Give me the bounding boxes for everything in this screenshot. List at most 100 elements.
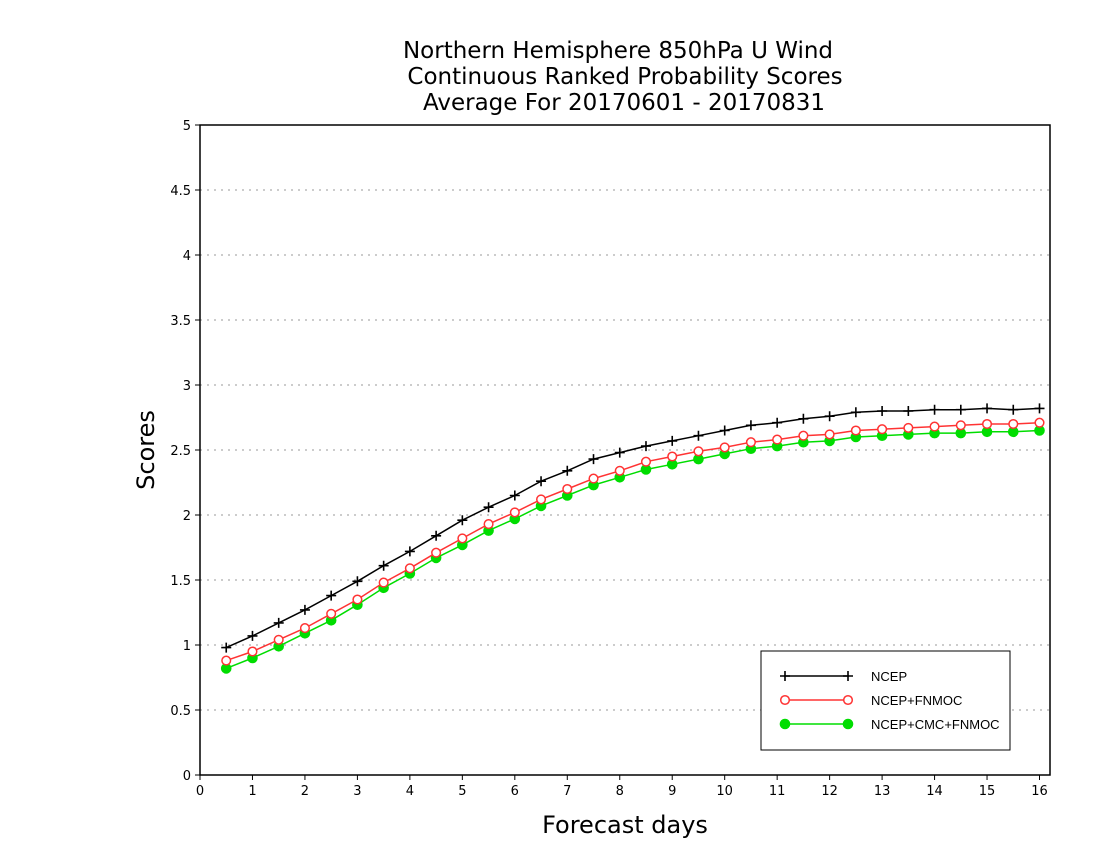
data-point bbox=[457, 515, 468, 526]
series-line bbox=[225, 421, 1040, 662]
x-tick-label: 13 bbox=[874, 784, 891, 799]
x-tick-label: 10 bbox=[716, 784, 733, 799]
legend-label: NCEP+FNMOC bbox=[871, 693, 962, 708]
data-point bbox=[929, 404, 940, 415]
y-tick-label: 1 bbox=[183, 639, 191, 654]
data-point bbox=[824, 429, 835, 440]
legend: NCEP NCEP+FNMOC NCEP+CMC+FNMOC bbox=[760, 650, 1011, 751]
data-point bbox=[352, 594, 363, 605]
data-point bbox=[326, 590, 337, 601]
data-point bbox=[903, 422, 914, 433]
data-point bbox=[1034, 403, 1045, 414]
x-axis-title: Forecast days bbox=[542, 811, 708, 839]
legend-label: NCEP bbox=[871, 669, 907, 684]
data-point bbox=[404, 563, 415, 574]
data-point bbox=[588, 473, 599, 484]
y-tick-label: 4.5 bbox=[170, 184, 191, 199]
series-line bbox=[225, 407, 1040, 649]
data-point bbox=[640, 441, 651, 452]
legend-marker bbox=[779, 694, 791, 706]
data-point bbox=[955, 404, 966, 415]
series-2 bbox=[220, 425, 1045, 674]
x-tick-label: 16 bbox=[1031, 784, 1048, 799]
data-point bbox=[614, 447, 625, 458]
data-point bbox=[667, 451, 678, 462]
data-point bbox=[378, 577, 389, 588]
data-point bbox=[536, 476, 547, 487]
data-point bbox=[326, 608, 337, 619]
chart-title-line-3: Average For 20170601 - 20170831 bbox=[423, 90, 825, 116]
legend-marker bbox=[843, 671, 853, 681]
data-point bbox=[982, 403, 993, 414]
gridlines bbox=[200, 189, 1050, 711]
data-point bbox=[981, 418, 993, 430]
data-point bbox=[404, 546, 415, 557]
data-point bbox=[509, 507, 520, 518]
y-tick-label: 4 bbox=[183, 249, 191, 264]
data-point bbox=[614, 465, 625, 476]
series-0 bbox=[221, 403, 1045, 653]
y-axis-title: Scores bbox=[132, 410, 160, 490]
data-point bbox=[850, 425, 861, 436]
data-point bbox=[562, 483, 573, 495]
data-point bbox=[431, 530, 442, 541]
data-point bbox=[483, 502, 494, 513]
data-point bbox=[352, 576, 363, 587]
legend-marker bbox=[779, 718, 791, 730]
y-tick-label: 2.5 bbox=[170, 444, 191, 459]
data-point bbox=[562, 465, 573, 476]
x-tick-label: 11 bbox=[769, 784, 786, 799]
y-tick-label: 0 bbox=[183, 769, 191, 784]
data-point bbox=[719, 425, 730, 436]
data-point bbox=[1008, 404, 1019, 415]
data-point bbox=[824, 411, 835, 422]
chart-title: Northern Hemisphere 850hPa U Wind Contin… bbox=[403, 38, 843, 116]
data-point bbox=[719, 442, 730, 453]
data-point bbox=[1034, 417, 1045, 428]
data-point bbox=[431, 547, 442, 558]
x-tick-label: 1 bbox=[248, 784, 256, 799]
data-point bbox=[221, 642, 232, 653]
legend-label: NCEP+CMC+FNMOC bbox=[871, 717, 1000, 732]
x-tick-label: 12 bbox=[821, 784, 838, 799]
y-tick-label: 1.5 bbox=[170, 574, 191, 589]
x-tick-label: 8 bbox=[616, 784, 624, 799]
x-tick-label: 5 bbox=[458, 784, 466, 799]
data-point bbox=[693, 430, 704, 441]
series-1 bbox=[221, 417, 1045, 666]
x-tick-label: 15 bbox=[979, 784, 996, 799]
legend-entry-1: NCEP+FNMOC bbox=[779, 693, 962, 708]
chart-title-line-2: Continuous Ranked Probability Scores bbox=[407, 64, 842, 90]
chart-title-line-1: Northern Hemisphere 850hPa U Wind bbox=[403, 38, 833, 64]
data-point bbox=[535, 494, 547, 505]
x-tick-label: 14 bbox=[926, 784, 943, 799]
legend-marker bbox=[780, 671, 790, 681]
data-point bbox=[273, 634, 284, 645]
y-tick-label: 5 bbox=[183, 119, 191, 134]
series-layer bbox=[220, 403, 1045, 674]
data-point bbox=[877, 406, 888, 416]
x-tick-label: 4 bbox=[406, 784, 414, 799]
y-tick-label: 3.5 bbox=[170, 314, 191, 329]
x-tick-label: 0 bbox=[196, 784, 204, 799]
legend-entry-0: NCEP bbox=[780, 669, 907, 684]
x-tick-label: 6 bbox=[511, 784, 519, 799]
data-point bbox=[850, 407, 861, 418]
data-point bbox=[247, 630, 258, 641]
y-tick-label: 2 bbox=[183, 509, 191, 524]
data-point bbox=[772, 434, 783, 445]
data-point bbox=[903, 406, 914, 416]
data-point bbox=[667, 435, 678, 446]
data-point bbox=[798, 430, 809, 441]
y-tick-label: 3 bbox=[183, 379, 191, 394]
data-point bbox=[378, 560, 389, 571]
x-tick-label: 2 bbox=[301, 784, 309, 799]
data-point bbox=[693, 446, 704, 457]
legend-marker bbox=[842, 694, 854, 706]
y-tick-label: 0.5 bbox=[170, 704, 191, 719]
data-point bbox=[299, 604, 310, 615]
x-tick-label: 3 bbox=[353, 784, 361, 799]
data-point bbox=[929, 421, 940, 432]
data-point bbox=[457, 533, 468, 544]
